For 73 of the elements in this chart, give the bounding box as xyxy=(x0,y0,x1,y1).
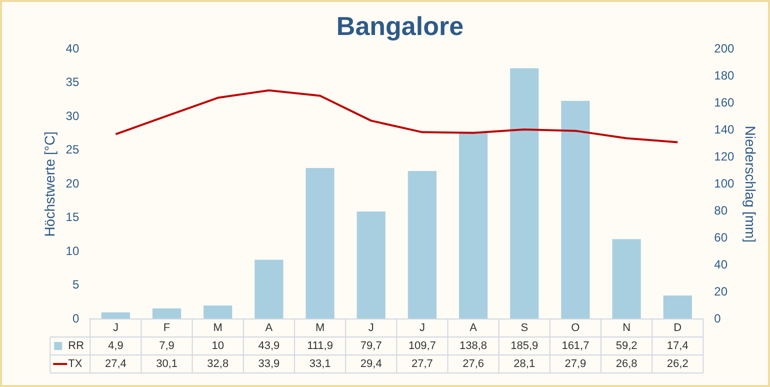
bar xyxy=(510,68,539,319)
data-label: 43,9 xyxy=(258,340,280,352)
data-label: 4,9 xyxy=(108,340,124,352)
y2-tick-label: 100 xyxy=(714,176,735,190)
bar xyxy=(101,312,130,319)
bar xyxy=(254,260,284,319)
y2-axis-title: Niederschlag [mm] xyxy=(742,126,759,242)
x-tick-label: A xyxy=(470,322,478,334)
y2-tick-label: 60 xyxy=(714,230,728,244)
x-tick-label: M xyxy=(213,322,222,334)
bar xyxy=(561,100,590,319)
legend-label: RR xyxy=(68,340,84,352)
data-label: 161,7 xyxy=(562,340,590,352)
x-tick-label: F xyxy=(163,322,170,334)
data-label: 17,4 xyxy=(666,340,688,352)
bar xyxy=(663,296,692,319)
x-tick-label: S xyxy=(520,322,528,334)
x-tick-label: D xyxy=(674,322,682,334)
y2-tick-label: 80 xyxy=(714,203,728,218)
data-label: 111,9 xyxy=(307,340,333,352)
bar xyxy=(408,171,437,319)
y-tick-label: 10 xyxy=(66,244,80,258)
data-label: 27,6 xyxy=(462,358,484,370)
y-tick-label: 0 xyxy=(72,311,80,326)
y-tick-label: 40 xyxy=(66,42,80,56)
data-label: 26,2 xyxy=(666,358,688,370)
y2-tick-label: 40 xyxy=(714,257,728,272)
x-tick-label: J xyxy=(112,322,118,334)
data-label: 59,2 xyxy=(616,340,638,352)
y2-tick-label: 20 xyxy=(714,284,728,298)
bar xyxy=(306,168,334,319)
bar xyxy=(612,239,641,319)
y2-tick-label: 120 xyxy=(714,149,735,164)
data-label: 109,7 xyxy=(408,340,436,352)
y-axis-title: Höchstwerte [°C] xyxy=(41,132,58,237)
data-label: 10 xyxy=(212,340,224,352)
x-tick-label: J xyxy=(419,322,425,334)
bar xyxy=(458,132,488,319)
chart-title: Bangalore xyxy=(336,10,464,41)
legend-label: TX xyxy=(68,358,83,370)
data-label: 138,8 xyxy=(460,340,488,352)
y2-tick-label: 180 xyxy=(714,68,735,82)
y2-tick-label: 160 xyxy=(714,95,735,110)
data-label: 33,1 xyxy=(309,358,331,370)
data-label: 79,7 xyxy=(360,340,382,352)
bar xyxy=(152,308,182,319)
data-label: 185,9 xyxy=(510,340,538,352)
x-tick-label: M xyxy=(315,322,325,334)
y-tick-label: 20 xyxy=(66,176,80,190)
data-label: 32,8 xyxy=(207,358,229,370)
data-label: 30,1 xyxy=(156,358,178,370)
bar xyxy=(356,211,386,319)
y-tick-label: 30 xyxy=(66,108,80,123)
bar xyxy=(204,306,232,319)
y2-tick-label: 200 xyxy=(714,42,735,56)
x-tick-label: O xyxy=(571,322,580,334)
data-label: 27,9 xyxy=(564,358,586,370)
data-label: 33,9 xyxy=(258,358,280,370)
x-tick-label: N xyxy=(622,322,631,334)
data-label: 7,9 xyxy=(159,340,174,352)
data-label: 28,1 xyxy=(514,358,536,370)
y2-tick-label: 0 xyxy=(714,311,722,326)
data-label: 26,8 xyxy=(616,358,638,370)
x-tick-label: A xyxy=(265,322,274,334)
x-tick-label: J xyxy=(368,322,374,334)
y-tick-label: 5 xyxy=(72,278,80,292)
y-tick-label: 15 xyxy=(66,210,80,224)
y-tick-label: 25 xyxy=(66,142,80,157)
y-tick-label: 35 xyxy=(66,75,80,90)
data-label: 27,4 xyxy=(104,358,126,370)
data-label: 29,4 xyxy=(360,358,382,370)
data-label: 27,7 xyxy=(411,358,433,370)
y2-tick-label: 140 xyxy=(714,122,735,136)
